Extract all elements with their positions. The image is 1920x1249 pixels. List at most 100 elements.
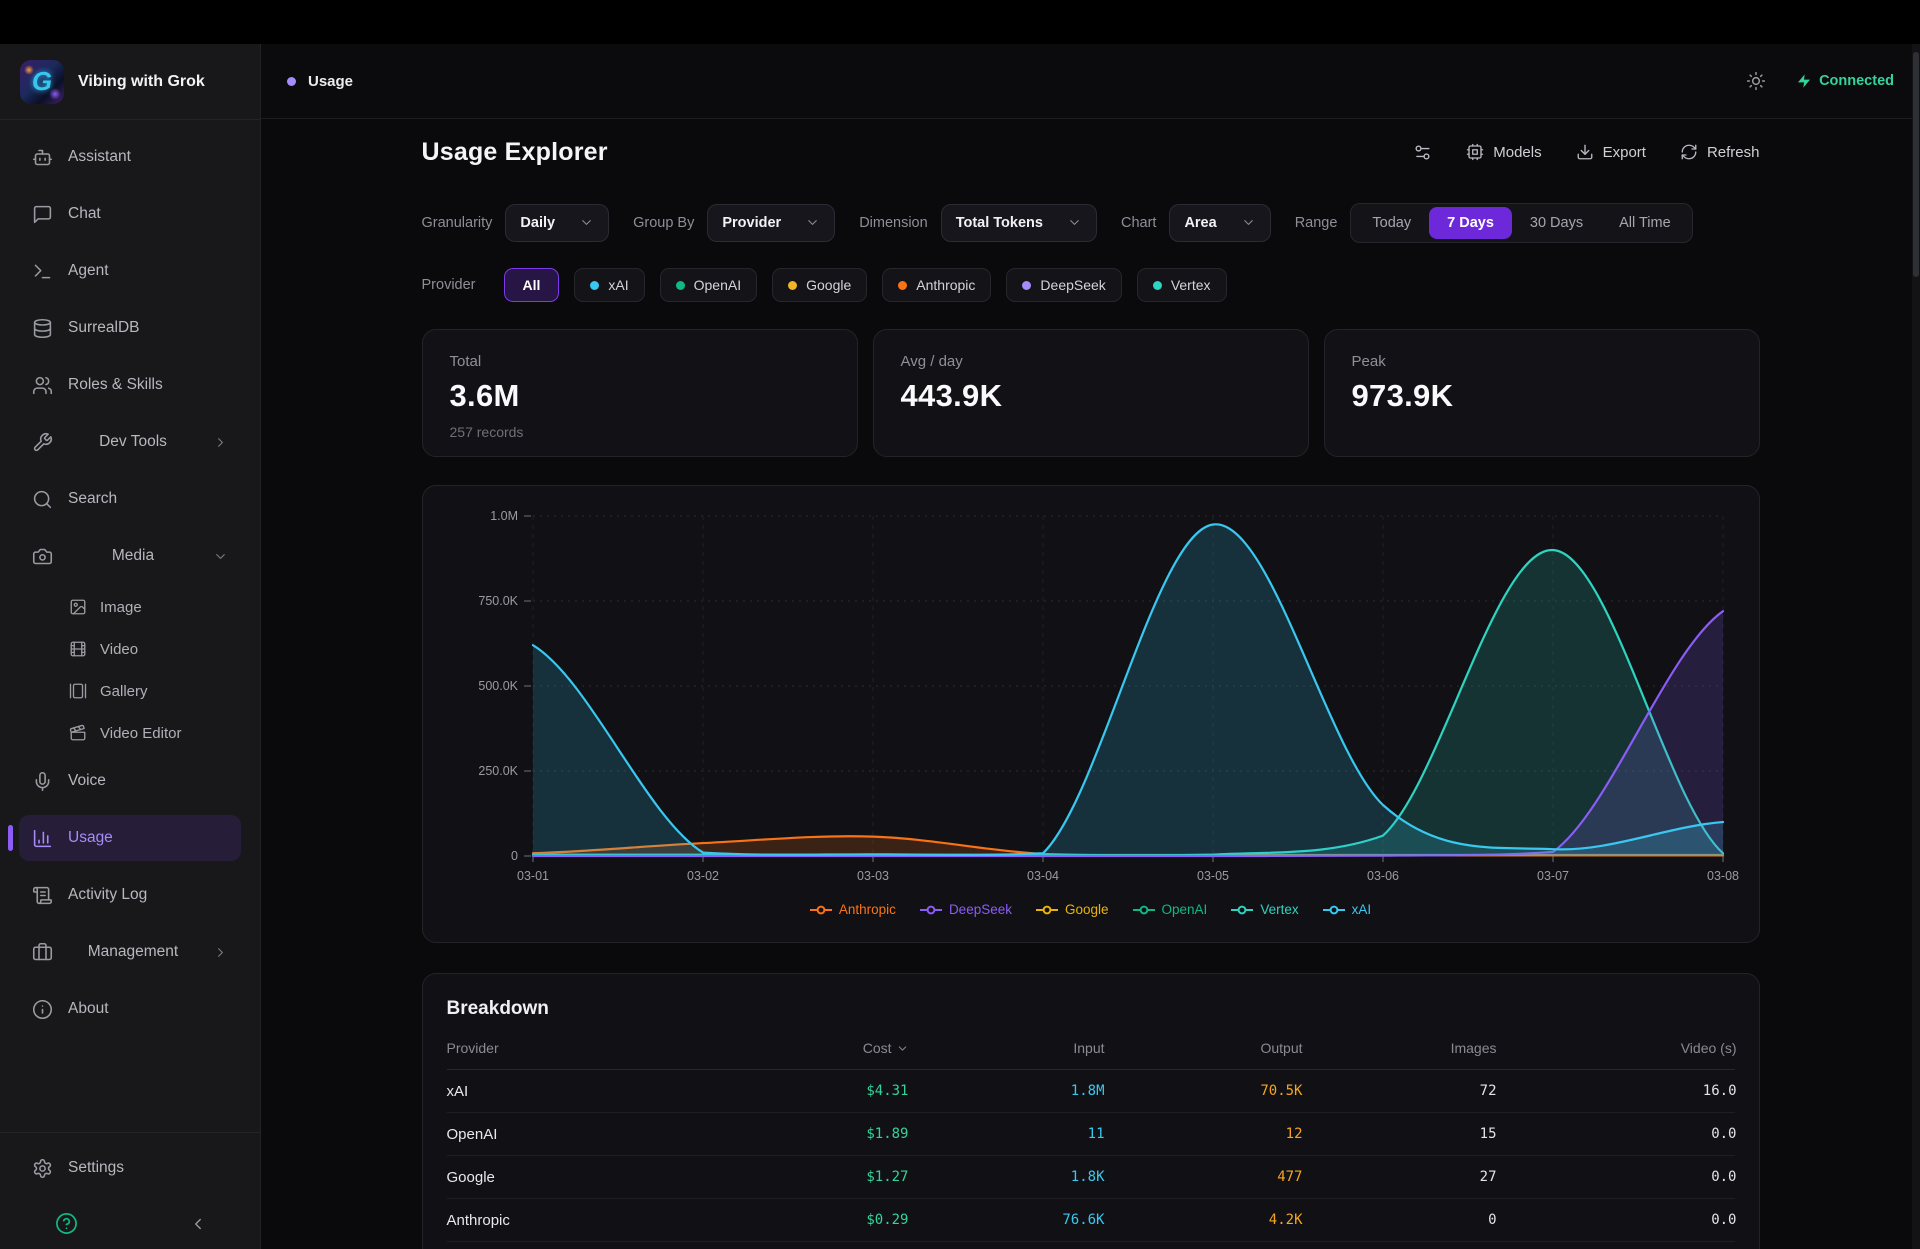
range-option-today[interactable]: Today: [1372, 214, 1412, 231]
column-header-output[interactable]: Output: [1105, 1040, 1302, 1056]
button-label: Export: [1602, 143, 1646, 161]
dimension-select[interactable]: Total Tokens: [940, 203, 1097, 242]
legend-item-vertex[interactable]: Vertex: [1231, 902, 1299, 917]
provider-pill-xai[interactable]: xAI: [574, 268, 645, 302]
sidebar-item-label: Video: [100, 640, 139, 658]
provider-pill-openai[interactable]: OpenAI: [659, 268, 758, 302]
sidebar-item-voice[interactable]: Voice: [19, 758, 241, 804]
cell-video-s: 16.0: [1702, 1083, 1737, 1099]
legend-marker-icon: [1231, 905, 1254, 914]
stat-label: Avg / day: [900, 353, 963, 370]
granularity-select[interactable]: Daily: [505, 203, 610, 242]
sidebar-item-gallery[interactable]: Gallery: [56, 674, 241, 708]
legend-item-openai[interactable]: OpenAI: [1132, 902, 1207, 917]
content-scroll-area[interactable]: Usage Explorer Models Export Refresh Granu…: [261, 119, 1920, 1249]
cell-provider: OpenAI: [446, 1125, 498, 1143]
area-anthropic: [532, 836, 1723, 856]
breakdown-row-google[interactable]: Google $1.27 1.8K 477 27 0.0: [446, 1156, 1737, 1199]
legend-item-google[interactable]: Google: [1035, 902, 1109, 917]
chevron-right-icon: [213, 435, 228, 450]
button-label: Models: [1493, 143, 1542, 161]
sidebar-item-chat[interactable]: Chat: [19, 191, 241, 237]
sidebar-header: G Vibing with Grok: [0, 44, 260, 120]
group-by-select[interactable]: Provider: [707, 203, 836, 242]
chart-select[interactable]: Area: [1169, 203, 1271, 242]
legend-label: DeepSeek: [948, 902, 1012, 917]
provider-pill-google[interactable]: Google: [772, 268, 868, 302]
breakdown-row-anthropic[interactable]: Anthropic $0.29 76.6K 4.2K 0 0.0: [446, 1199, 1737, 1242]
svg-text:03-08: 03-08: [1707, 869, 1739, 883]
provider-pill-deepseek[interactable]: DeepSeek: [1006, 268, 1122, 302]
sidebar-item-settings[interactable]: Settings: [19, 1145, 241, 1191]
chart-label: Chart: [1120, 214, 1157, 231]
briefcase-icon: [32, 942, 53, 963]
usage-area-chart[interactable]: 0 250.0K 500.0K 750.0K 1.0M 03-01 03-02 03-03 03…: [441, 500, 1741, 900]
range-option-all-time[interactable]: All Time: [1619, 214, 1671, 231]
info-icon: [32, 999, 53, 1020]
export-button[interactable]: Export: [1576, 143, 1646, 161]
chevron-right-icon: [213, 945, 228, 960]
view-settings-button[interactable]: [1413, 143, 1432, 162]
sidebar-item-roles-skills[interactable]: Roles & Skills: [19, 362, 241, 408]
legend-item-anthropic[interactable]: Anthropic: [809, 902, 896, 917]
provider-pill-vertex[interactable]: Vertex: [1136, 268, 1227, 302]
range-option-30-days[interactable]: 30 Days: [1529, 214, 1584, 231]
sidebar-item-surrealdb[interactable]: SurrealDB: [19, 305, 241, 351]
topbar-page-title: Usage: [308, 72, 354, 90]
bot-icon: [32, 147, 53, 168]
sidebar-item-video-editor[interactable]: Video Editor: [56, 716, 241, 750]
provider-pill-anthropic[interactable]: Anthropic: [882, 268, 992, 302]
cell-cost: $1.27: [866, 1169, 909, 1185]
sidebar-item-agent[interactable]: Agent: [19, 248, 241, 294]
column-header-video-s[interactable]: Video (s): [1497, 1040, 1737, 1056]
sidebar-item-label: Assistant: [68, 148, 131, 165]
sidebar-item-usage[interactable]: Usage: [8, 815, 241, 861]
stat-value: 973.9K: [1351, 378, 1454, 413]
cpu-icon: [1466, 143, 1484, 161]
breakdown-row-openai[interactable]: OpenAI $1.89 11 12 15 0.0: [446, 1113, 1737, 1156]
scrollbar-thumb[interactable]: [1913, 52, 1919, 277]
column-header-input[interactable]: Input: [909, 1040, 1104, 1056]
sidebar-item-media[interactable]: Media: [19, 533, 241, 579]
app-title: Vibing with Grok: [78, 72, 205, 90]
vertical-scrollbar[interactable]: [1912, 44, 1920, 1249]
sidebar-item-label: Chat: [68, 205, 101, 222]
sidebar-item-management[interactable]: Management: [19, 929, 241, 975]
legend-item-xai[interactable]: xAI: [1322, 902, 1371, 917]
svg-text:03-02: 03-02: [687, 869, 719, 883]
refresh-button[interactable]: Refresh: [1680, 143, 1760, 161]
column-header-provider[interactable]: Provider: [447, 1040, 709, 1056]
app-logo[interactable]: G: [20, 59, 64, 104]
sidebar-item-about[interactable]: About: [19, 986, 241, 1032]
stat-card-peak: Peak 973.9K: [1323, 329, 1760, 457]
legend-item-deepseek[interactable]: DeepSeek: [919, 902, 1012, 917]
clapperboard-icon: [69, 724, 87, 742]
sidebar-item-label: Agent: [68, 262, 109, 279]
stats-row: Total 3.6M 257 records Avg / day 443.9K Peak 9…: [421, 329, 1760, 457]
sidebar-item-image[interactable]: Image: [56, 590, 241, 624]
column-header-images[interactable]: Images: [1303, 1040, 1497, 1056]
database-icon: [32, 318, 53, 339]
cell-provider: Google: [446, 1168, 495, 1186]
stat-value: 3.6M: [449, 378, 520, 413]
sidebar-item-activity-log[interactable]: Activity Log: [19, 872, 241, 918]
sun-icon[interactable]: [1746, 71, 1766, 91]
cell-images: 27: [1479, 1169, 1497, 1185]
page-head: Usage Explorer Models Export Refresh: [422, 135, 1760, 169]
collapse-sidebar-icon[interactable]: [189, 1215, 207, 1233]
breakdown-row-xai[interactable]: xAI $4.31 1.8M 70.5K 72 16.0: [446, 1070, 1737, 1113]
sidebar-item-search[interactable]: Search: [19, 476, 241, 522]
sidebar-item-video[interactable]: Video: [56, 632, 241, 666]
help-circle-icon[interactable]: [55, 1212, 78, 1235]
range-option-7-days[interactable]: 7 Days: [1429, 206, 1512, 239]
sidebar-item-assistant[interactable]: Assistant: [19, 134, 241, 180]
column-header-cost[interactable]: Cost: [709, 1040, 909, 1056]
provider-pill-all[interactable]: All: [503, 268, 560, 302]
sidebar-item-label: SurrealDB: [68, 319, 140, 336]
cell-provider: xAI: [446, 1082, 469, 1100]
sidebar-item-dev-tools[interactable]: Dev Tools: [19, 419, 241, 465]
provider-color-dot: [1022, 280, 1032, 290]
breakdown-table-body: xAI $4.31 1.8M 70.5K 72 16.0 OpenAI $1.89 11 12 15…: [446, 1070, 1737, 1242]
filter-row: Granularity Daily Group By Provider Dimensio…: [422, 200, 1760, 245]
models-button[interactable]: Models: [1466, 143, 1542, 161]
